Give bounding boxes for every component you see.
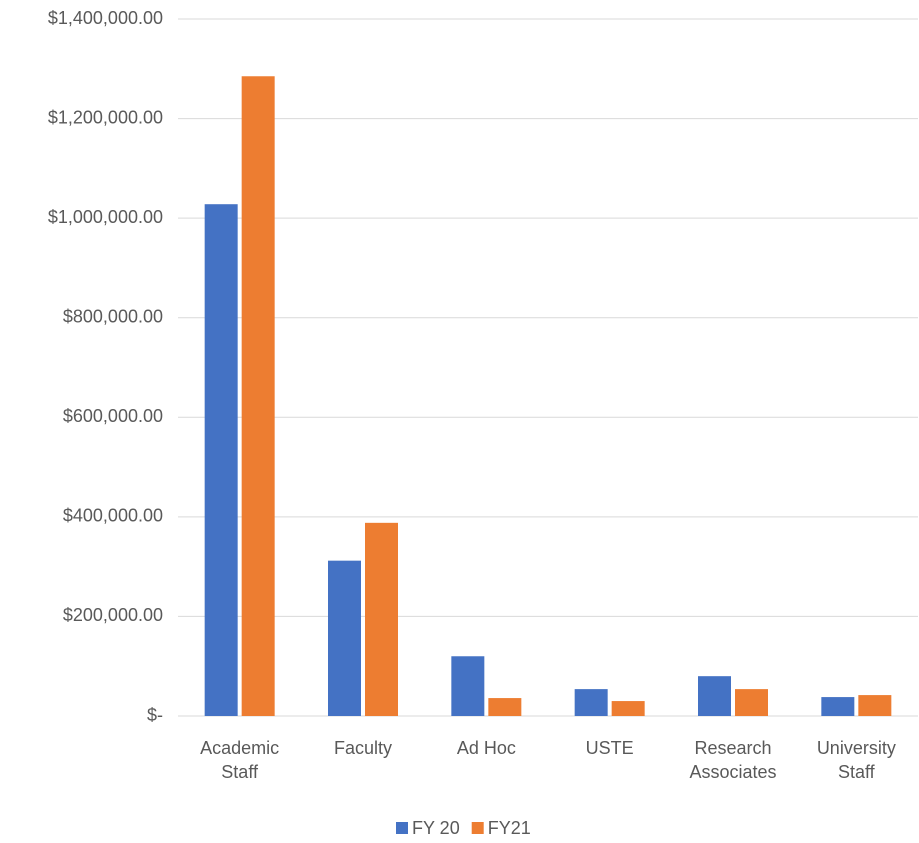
bar [574, 689, 608, 716]
bar [858, 695, 892, 716]
y-tick-label: $600,000.00 [63, 406, 163, 426]
bar [451, 656, 485, 716]
y-tick-label: $200,000.00 [63, 605, 163, 625]
legend-label: FY21 [488, 818, 531, 838]
y-tick-label: $800,000.00 [63, 306, 163, 326]
x-tick-label: Ad Hoc [456, 738, 516, 758]
x-tick-label: University Staff [816, 738, 896, 782]
x-tick-label: Research Associates [689, 738, 777, 782]
x-tick-label: Faculty [333, 738, 393, 758]
x-tick-label: USTE [585, 738, 634, 758]
legend-swatch [396, 822, 408, 834]
legend-swatch [471, 822, 484, 834]
x-tick-label: Academic Staff [200, 738, 280, 782]
y-tick-label: $1,400,000.00 [48, 8, 163, 28]
bar [821, 697, 855, 716]
y-tick-label: $- [147, 705, 163, 725]
bar [488, 698, 522, 716]
legend-label: FY 20 [412, 818, 460, 838]
bar [735, 689, 768, 716]
y-tick-label: $400,000.00 [63, 506, 163, 526]
bar [204, 204, 238, 716]
bar [241, 76, 275, 717]
bar [365, 522, 398, 716]
bar [698, 676, 731, 716]
bar [611, 701, 645, 716]
y-tick-label: $1,000,000.00 [48, 207, 163, 227]
y-tick-label: $1,200,000.00 [48, 107, 163, 127]
bar [328, 560, 361, 716]
